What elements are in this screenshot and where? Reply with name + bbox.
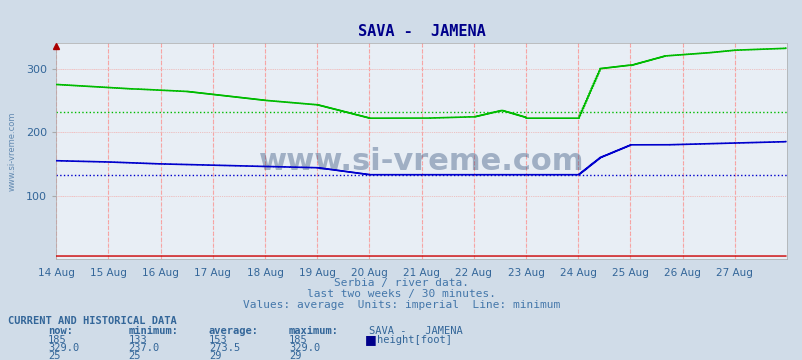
Text: Values: average  Units: imperial  Line: minimum: Values: average Units: imperial Line: mi… bbox=[242, 300, 560, 310]
Text: height[foot]: height[foot] bbox=[377, 335, 452, 345]
Text: maximum:: maximum: bbox=[289, 326, 338, 336]
Text: ■: ■ bbox=[365, 333, 377, 346]
Text: 237.0: 237.0 bbox=[128, 343, 160, 353]
Text: 25: 25 bbox=[48, 351, 61, 360]
Text: 185: 185 bbox=[48, 335, 67, 345]
Title: SAVA -  JAMENA: SAVA - JAMENA bbox=[357, 24, 485, 39]
Text: www.si-vreme.com: www.si-vreme.com bbox=[8, 112, 17, 191]
Text: last two weeks / 30 minutes.: last two weeks / 30 minutes. bbox=[306, 289, 496, 299]
Text: CURRENT AND HISTORICAL DATA: CURRENT AND HISTORICAL DATA bbox=[8, 316, 176, 326]
Text: minimum:: minimum: bbox=[128, 326, 178, 336]
Text: 329.0: 329.0 bbox=[289, 343, 320, 353]
Text: 273.5: 273.5 bbox=[209, 343, 240, 353]
Text: 29: 29 bbox=[209, 351, 221, 360]
Text: 185: 185 bbox=[289, 335, 307, 345]
Text: 153: 153 bbox=[209, 335, 227, 345]
Text: www.si-vreme.com: www.si-vreme.com bbox=[258, 148, 584, 176]
Text: average:: average: bbox=[209, 326, 258, 336]
Text: 25: 25 bbox=[128, 351, 141, 360]
Text: SAVA -   JAMENA: SAVA - JAMENA bbox=[369, 326, 463, 336]
Text: Serbia / river data.: Serbia / river data. bbox=[334, 278, 468, 288]
Text: 329.0: 329.0 bbox=[48, 343, 79, 353]
Text: 133: 133 bbox=[128, 335, 147, 345]
Text: now:: now: bbox=[48, 326, 73, 336]
Text: 29: 29 bbox=[289, 351, 302, 360]
